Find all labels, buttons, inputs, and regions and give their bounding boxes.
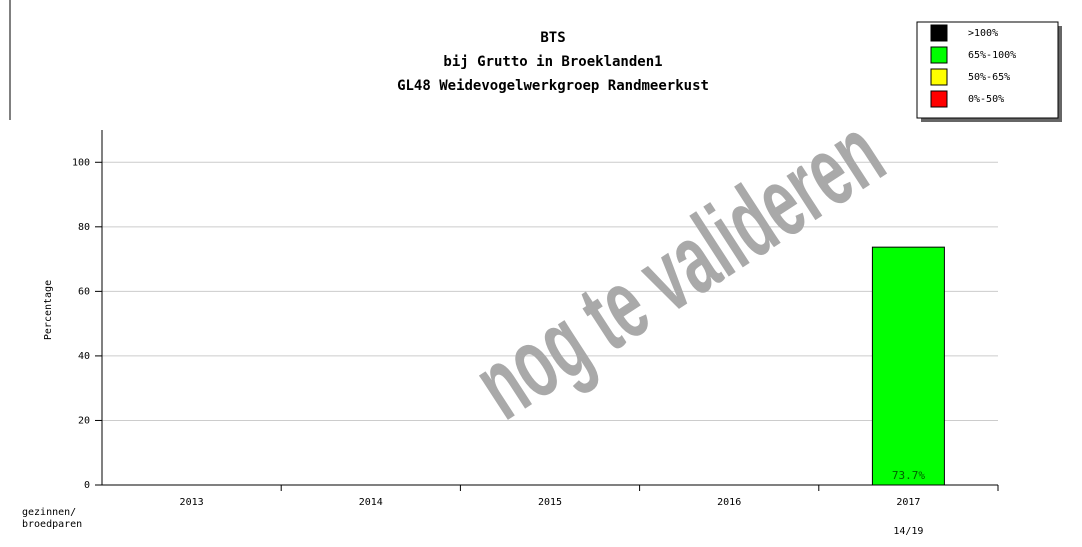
legend-label: 50%-65% [968, 72, 1010, 83]
legend-label: >100% [968, 28, 998, 39]
bar [871, 246, 945, 486]
y-tick-label: 80 [78, 222, 90, 233]
x-tick-label: 2017 [896, 497, 920, 508]
chart-subtitle: bij Grutto in Broeklanden1 [443, 54, 662, 70]
legend-swatch [930, 68, 948, 86]
y-tick-label: 40 [78, 351, 90, 362]
y-tick-label: 100 [72, 157, 90, 168]
legend-label: 65%-100% [968, 50, 1016, 61]
legend-swatch [930, 46, 948, 64]
x-tick-label: 2014 [359, 497, 383, 508]
counts-label: gezinnen/ [22, 507, 76, 518]
value-label: 73.7% [892, 469, 925, 482]
chart-title: BTS [540, 30, 565, 46]
y-tick-label: 60 [78, 286, 90, 297]
x-tick-label: 2016 [717, 497, 741, 508]
legend-swatch [930, 90, 948, 108]
legend: >100% 65%-100% 50%-65% 0%-50% [916, 21, 1062, 122]
legend-label: 0%-50% [968, 94, 1004, 105]
watermark: nog te valideren [456, 96, 903, 440]
chart-subtitle: GL48 Weidevogelwerkgroep Randmeerkust [397, 78, 709, 94]
counts-label: broedparen [22, 519, 82, 530]
x-tick-label: 2013 [180, 497, 204, 508]
y-axis-label: Percentage [43, 280, 54, 340]
count-label: 14/19 [893, 526, 923, 537]
legend-swatch [930, 24, 948, 42]
x-tick-label: 2015 [538, 497, 562, 508]
y-tick-label: 0 [84, 480, 90, 491]
y-tick-label: 20 [78, 415, 90, 426]
